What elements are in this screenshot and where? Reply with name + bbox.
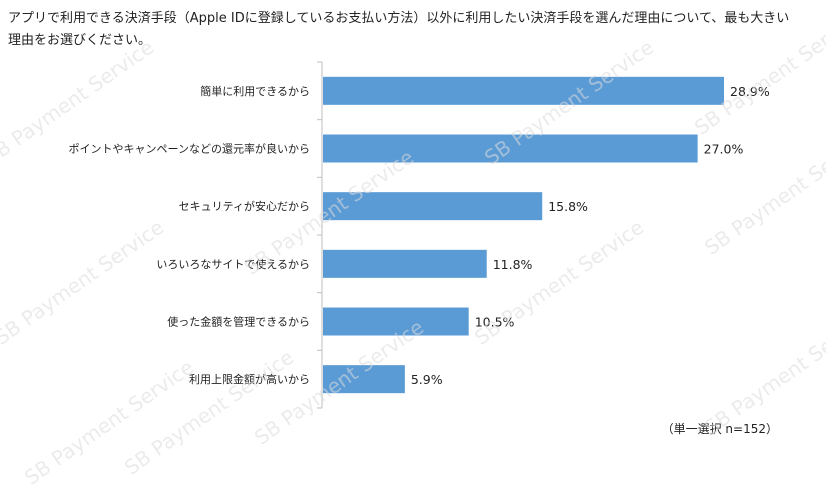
- data-label: 10.5%: [475, 315, 515, 330]
- data-label: 11.8%: [493, 257, 533, 272]
- category-label: 利用上限金額が高いから: [189, 372, 310, 386]
- bar-chart: 簡単に利用できるから 28.9% ポイントやキャンペーンなどの還元率が良いから 27.…: [69, 61, 770, 409]
- data-label: 28.9%: [730, 84, 770, 99]
- category-label: セキュリティが安心だから: [179, 199, 310, 213]
- bar: [323, 307, 469, 336]
- category-label: いろいろなサイトで使えるから: [156, 258, 310, 271]
- category-label: ポイントやキャンペーンなどの還元率が良いから: [69, 142, 310, 156]
- bar: [323, 365, 405, 394]
- question-text: アプリで利用できる決済手段（Apple IDに登録しているお支払い方法）以外に利…: [8, 8, 808, 52]
- data-label: 27.0%: [704, 142, 744, 157]
- data-label: 15.8%: [548, 199, 588, 214]
- bar: [323, 134, 698, 163]
- bar: [323, 76, 724, 105]
- data-label: 5.9%: [411, 372, 443, 387]
- question-line-2: 理由をお選びください。: [8, 33, 152, 48]
- category-label: 使った金額を管理できるから: [167, 315, 310, 329]
- bar: [323, 192, 543, 221]
- question-line-1: アプリで利用できる決済手段（Apple IDに登録しているお支払い方法）以外に利…: [8, 11, 790, 26]
- category-label: 簡単に利用できるから: [200, 84, 310, 98]
- bar: [323, 249, 487, 278]
- sample-note: （単一選択 n=152）: [661, 422, 778, 436]
